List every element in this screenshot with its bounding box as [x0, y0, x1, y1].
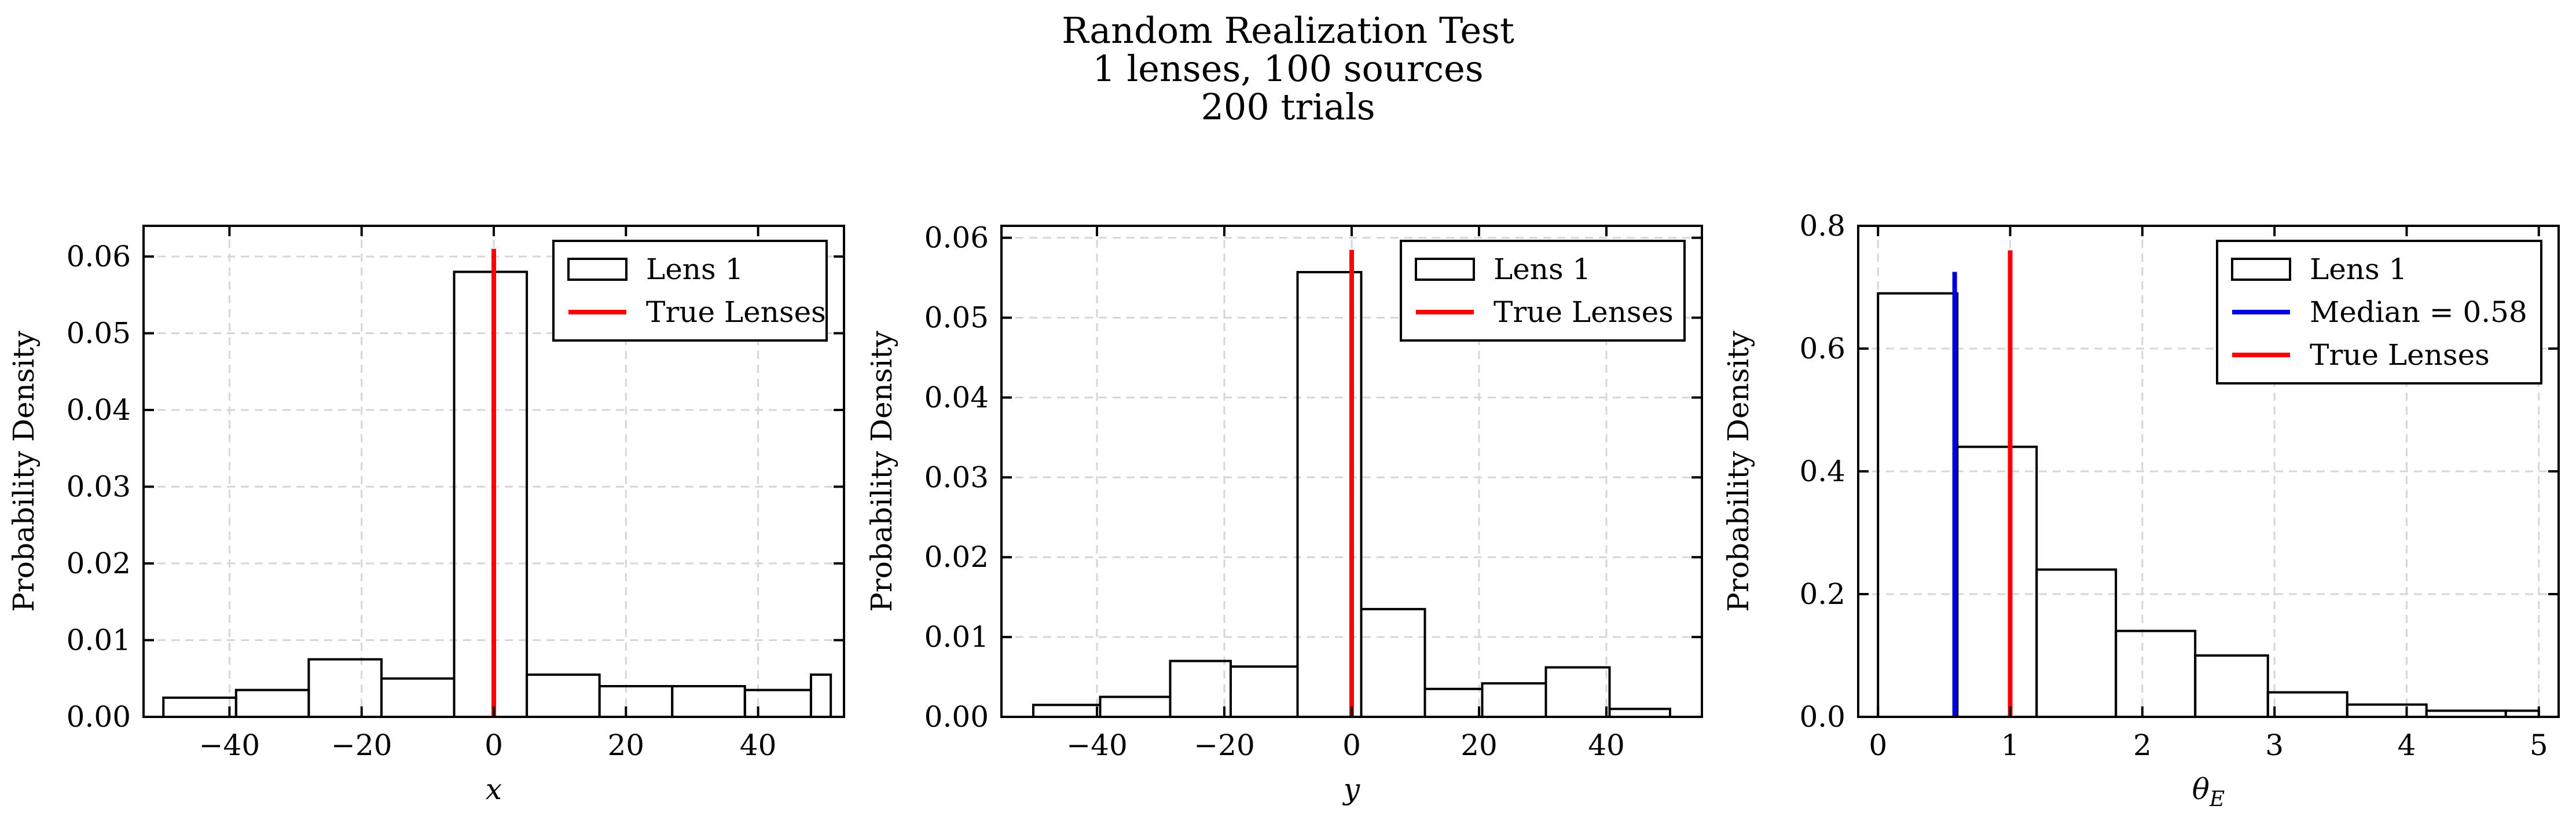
y-tick-label: 0.06 — [67, 240, 131, 273]
x-tick-label: 4 — [2398, 728, 2416, 762]
x-tick-label: −20 — [1194, 728, 1255, 762]
y-tick-label: 0.05 — [924, 301, 989, 335]
x-tick-label: 40 — [1588, 728, 1625, 762]
legend-label: Lens 1 — [2310, 252, 2407, 286]
y-tick-label: 0.00 — [67, 700, 131, 734]
legend-swatch-patch — [567, 258, 628, 281]
x-axis-label: x — [486, 772, 502, 806]
x-axis-label-main: θ — [2192, 772, 2210, 806]
x-tick-label: 5 — [2530, 728, 2548, 762]
x-axis-label-main: x — [486, 772, 502, 806]
histogram-bar — [809, 673, 832, 717]
histogram-bar — [453, 270, 529, 717]
histogram-bar — [598, 685, 674, 717]
legend: Lens 1 True Lenses — [1400, 240, 1686, 342]
x-tick-label: 40 — [740, 728, 777, 762]
y-tick-label: 0.02 — [67, 547, 131, 580]
histogram-bar — [2035, 568, 2118, 717]
legend-label: True Lenses — [2310, 338, 2490, 372]
histogram-bar — [1608, 708, 1671, 717]
histogram-bar — [2346, 703, 2428, 717]
histogram-bar — [1230, 665, 1299, 717]
theta-panel: 0 1 2 3 4 5 0.0 0.2 0.4 0.6 0.8 Probability Density… — [1722, 209, 2560, 811]
y-tick-label: 0.8 — [1799, 209, 1845, 243]
histogram-bar — [526, 673, 601, 717]
x-tick-label: 3 — [2265, 728, 2284, 762]
legend-label: Lens 1 — [1494, 252, 1591, 286]
y-tick-label: 0.0 — [1799, 700, 1845, 734]
x-axis-label-subscript: E — [2209, 788, 2225, 811]
y-tick-label: 0.4 — [1799, 455, 1845, 488]
x-axis-label: θE — [2192, 772, 2225, 811]
x-tick-label: 20 — [1461, 728, 1498, 762]
x-tick-label: 1 — [2001, 728, 2020, 762]
histogram-bar — [671, 685, 746, 717]
x-tick-label: 0 — [1869, 728, 1887, 762]
legend-label: True Lenses — [646, 295, 826, 329]
legend-swatch-patch — [1415, 258, 1475, 281]
x-tick-label: −40 — [1066, 728, 1128, 762]
x-tick-label: 0 — [485, 728, 503, 762]
histogram-bar — [1099, 695, 1172, 717]
y-axis-label: Probability Density — [865, 330, 898, 611]
y-tick-label: 0.03 — [924, 460, 989, 494]
figure-title-line-3: 200 trials — [1201, 86, 1375, 128]
legend: Lens 1 True Lenses — [552, 240, 828, 342]
y-tick-label: 0.6 — [1799, 332, 1845, 365]
y-tick-label: 0.05 — [67, 317, 131, 350]
histogram-bar — [162, 696, 237, 717]
legend-label: Lens 1 — [646, 252, 743, 286]
histogram-bar — [2115, 629, 2197, 717]
histogram-bar — [1544, 666, 1611, 717]
x-panel: −40 −20 0 20 40 0.00 0.01 0.02 0.03 0.04 0.05 0.06 P… — [7, 225, 845, 806]
y-tick-label: 0.06 — [924, 221, 989, 255]
y-tick-label: 0.03 — [67, 470, 131, 504]
x-axis-label-main: y — [1342, 772, 1360, 806]
histogram-bar — [380, 677, 456, 717]
figure-title-line-1: Random Realization Test — [1062, 9, 1514, 52]
legend-box — [1400, 240, 1686, 342]
y-tick-label: 0.01 — [924, 620, 989, 654]
x-tick-label: −20 — [331, 728, 392, 762]
y-panel: −40 −20 0 20 40 0.00 0.01 0.02 0.03 0.04 0.05 0.06 P… — [865, 221, 1703, 806]
y-axis-label: Probability Density — [1722, 330, 1755, 611]
histogram-bar — [1956, 445, 2038, 717]
histogram-bar — [1296, 270, 1363, 717]
histogram-bar — [2194, 654, 2269, 717]
legend-label: True Lenses — [1494, 295, 1674, 329]
legend-swatch-patch — [2231, 258, 2291, 281]
y-tick-label: 0.04 — [924, 380, 989, 414]
figure-title-line-2: 1 lenses, 100 sources — [1092, 47, 1483, 90]
histogram-bar — [1481, 682, 1547, 717]
histogram-bar — [1423, 687, 1484, 717]
legend-label: Median = 0.58 — [2310, 295, 2527, 329]
histogram-bar — [1032, 704, 1102, 717]
y-tick-label: 0.00 — [924, 700, 989, 734]
histogram-bar — [234, 689, 310, 717]
legend-box — [552, 240, 828, 342]
y-tick-label: 0.02 — [924, 540, 989, 574]
y-axis-label: Probability Density — [7, 330, 41, 611]
legend: Lens 1 Median = 0.58 True Lenses — [2216, 240, 2542, 384]
histogram-bar — [1877, 292, 1959, 717]
y-tick-label: 0.01 — [67, 624, 131, 657]
y-tick-label: 0.04 — [67, 393, 131, 427]
histogram-bar — [743, 689, 812, 717]
x-axis-label: y — [1342, 772, 1360, 806]
histogram-bar — [307, 658, 383, 717]
histogram-bar — [1360, 607, 1426, 717]
histogram-bar — [2266, 691, 2349, 717]
x-tick-label: 20 — [607, 728, 644, 762]
y-tick-label: 0.2 — [1799, 577, 1845, 611]
x-tick-label: −40 — [199, 728, 260, 762]
histogram-bar — [1169, 660, 1232, 717]
x-tick-label: 0 — [1342, 728, 1361, 762]
panels: −40 −20 0 20 400.000.010.020.030.040.050.06P… — [7, 209, 2560, 811]
x-tick-label: 2 — [2133, 728, 2152, 762]
